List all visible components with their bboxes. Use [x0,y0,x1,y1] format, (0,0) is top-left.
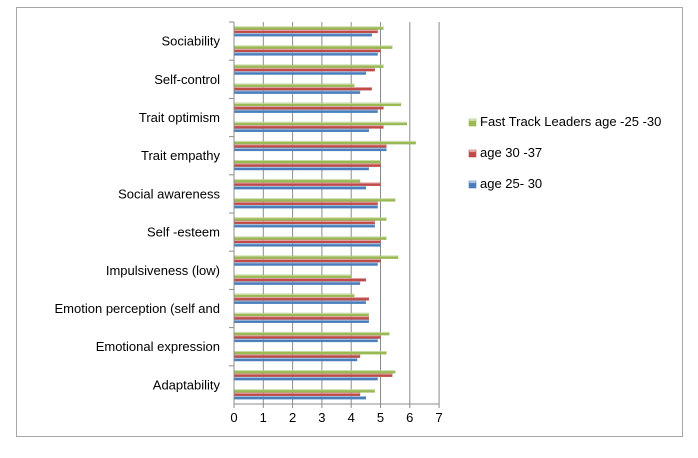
bar-age-25-30 [233,147,387,152]
legend-item: age 25- 30 [468,176,542,191]
bar-age-25-30 [233,128,369,132]
bar-fast-track-leaders-age-25-30 [233,121,408,126]
x-tick-label: 3 [318,410,325,425]
bar-age-30-37 [233,87,372,91]
bar-age-30-37 [233,354,361,358]
bar-fast-track-leaders-age-25-30 [233,255,399,259]
bar-fast-track-leaders-age-25-30 [233,312,369,317]
legend-item: Fast Track Leaders age -25 -30 [468,114,661,129]
bar-age-25-30 [233,300,367,304]
bar-age-30-37 [233,392,361,396]
legend: Fast Track Leaders age -25 -30 age 30 -37… [468,114,661,191]
x-tick-label: 1 [260,410,267,425]
bar-age-25-30 [233,71,367,75]
bar-age-30-37 [233,106,384,110]
bar-age-30-37 [233,373,393,377]
bar-fast-track-leaders-age-25-30 [233,179,361,183]
bars [233,26,416,400]
bar-age-25-30 [233,319,369,323]
bar-age-25-30 [233,338,378,343]
x-tick-label: 0 [230,410,237,425]
bar-age-25-30 [233,357,358,362]
category-label: Social awareness [118,186,220,201]
bar-fast-track-leaders-age-25-30 [233,159,381,164]
bar-fast-track-leaders-age-25-30 [233,236,387,240]
category-label: Adaptability [153,377,221,392]
axes [229,21,440,408]
legend-label: Fast Track Leaders age -25 -30 [480,114,661,129]
bar-age-30-37 [233,220,375,225]
gridlines [262,22,440,404]
bar-age-30-37 [233,125,384,129]
bar-age-25-30 [233,224,375,228]
x-tick-labels: 0 1 2 3 4 5 6 7 [230,410,442,425]
bar-age-30-37 [233,277,367,282]
bar-age-25-30 [233,395,367,400]
category-label: Emotion perception (self and [55,301,220,316]
bar-age-25-30 [233,109,378,113]
bar-age-30-37 [233,144,387,148]
bar-age-30-37 [233,182,381,186]
x-tick-label: 4 [348,410,355,425]
bar-fast-track-leaders-age-25-30 [233,45,393,49]
legend-label: age 30 -37 [480,145,542,160]
bar-age-25-30 [233,52,378,56]
x-tick-label: 7 [435,410,442,425]
category-label: Trait empathy [141,148,220,163]
bar-age-25-30 [233,166,369,171]
bar-fast-track-leaders-age-25-30 [233,350,387,355]
bar-age-30-37 [233,239,381,244]
legend-swatch [468,118,477,127]
bar-fast-track-leaders-age-25-30 [233,331,390,336]
bar-fast-track-leaders-age-25-30 [233,83,355,87]
bar-age-25-30 [233,376,378,381]
bar-fast-track-leaders-age-25-30 [233,217,387,221]
bar-fast-track-leaders-age-25-30 [233,140,416,145]
bar-age-30-37 [233,335,381,339]
bar-age-30-37 [233,201,378,205]
legend-swatch [468,180,477,189]
bar-age-30-37 [233,48,381,53]
bar-fast-track-leaders-age-25-30 [233,274,352,278]
category-label: Sociability [161,34,220,49]
bar-age-25-30 [233,243,381,247]
bar-age-30-37 [233,163,381,167]
category-label: Impulsiveness (low) [106,263,220,278]
x-tick-label: 6 [406,410,413,425]
bar-fast-track-leaders-age-25-30 [233,293,355,298]
bar-fast-track-leaders-age-25-30 [233,389,375,393]
chart-frame: Adaptability Emotional expression Emotion … [16,7,683,437]
bar-age-25-30 [233,204,378,209]
bar-fast-track-leaders-age-25-30 [233,64,384,68]
category-labels: Adaptability Emotional expression Emotion … [55,34,221,393]
bar-age-25-30 [233,185,367,190]
bar-age-30-37 [233,316,369,320]
bar-age-30-37 [233,258,381,263]
legend-swatch [468,149,477,158]
bar-fast-track-leaders-age-25-30 [233,370,396,374]
bar-age-25-30 [233,33,372,37]
bar-age-30-37 [233,29,378,34]
bar-fast-track-leaders-age-25-30 [233,198,396,202]
category-label: Emotional expression [96,339,220,354]
bar-chart: Adaptability Emotional expression Emotion … [55,21,661,425]
x-tick-label: 2 [289,410,296,425]
bar-fast-track-leaders-age-25-30 [233,26,384,30]
bar-age-30-37 [233,67,375,72]
bar-fast-track-leaders-age-25-30 [233,102,402,107]
x-tick-label: 5 [377,410,384,425]
category-label: Trait optimism [139,110,220,125]
bar-age-25-30 [233,90,361,94]
bar-age-30-37 [233,297,369,301]
legend-item: age 30 -37 [468,145,542,160]
category-label: Self -esteem [147,225,220,240]
bar-age-25-30 [233,281,361,285]
bar-age-25-30 [233,262,378,266]
category-label: Self-control [154,72,220,87]
legend-label: age 25- 30 [480,176,542,191]
